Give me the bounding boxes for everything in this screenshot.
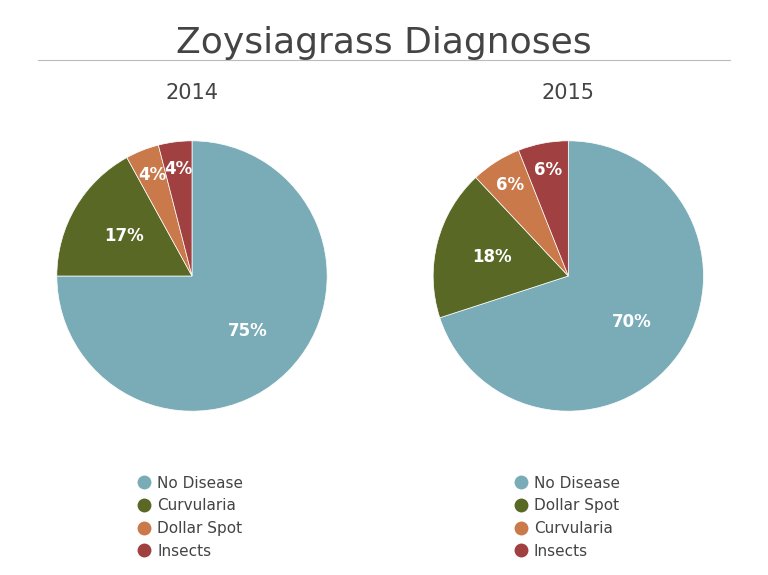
Wedge shape — [433, 178, 568, 318]
Text: 17%: 17% — [104, 227, 144, 245]
Wedge shape — [440, 141, 703, 411]
Legend: No Disease, Curvularia, Dollar Spot, Insects: No Disease, Curvularia, Dollar Spot, Ins… — [134, 470, 250, 565]
Title: 2014: 2014 — [165, 83, 219, 103]
Wedge shape — [158, 141, 192, 276]
Text: 4%: 4% — [138, 166, 167, 185]
Text: 75%: 75% — [227, 323, 267, 340]
Text: 4%: 4% — [164, 160, 193, 178]
Wedge shape — [57, 158, 192, 276]
Text: 18%: 18% — [472, 247, 512, 266]
Wedge shape — [127, 145, 192, 276]
Legend: No Disease, Dollar Spot, Curvularia, Insects: No Disease, Dollar Spot, Curvularia, Ins… — [511, 470, 626, 565]
Text: 70%: 70% — [612, 313, 651, 331]
Wedge shape — [518, 141, 568, 276]
Text: 6%: 6% — [496, 176, 525, 194]
Text: Zoysiagrass Diagnoses: Zoysiagrass Diagnoses — [176, 26, 592, 60]
Wedge shape — [57, 141, 327, 411]
Wedge shape — [476, 150, 568, 276]
Text: 6%: 6% — [534, 161, 562, 179]
Title: 2015: 2015 — [541, 83, 595, 103]
